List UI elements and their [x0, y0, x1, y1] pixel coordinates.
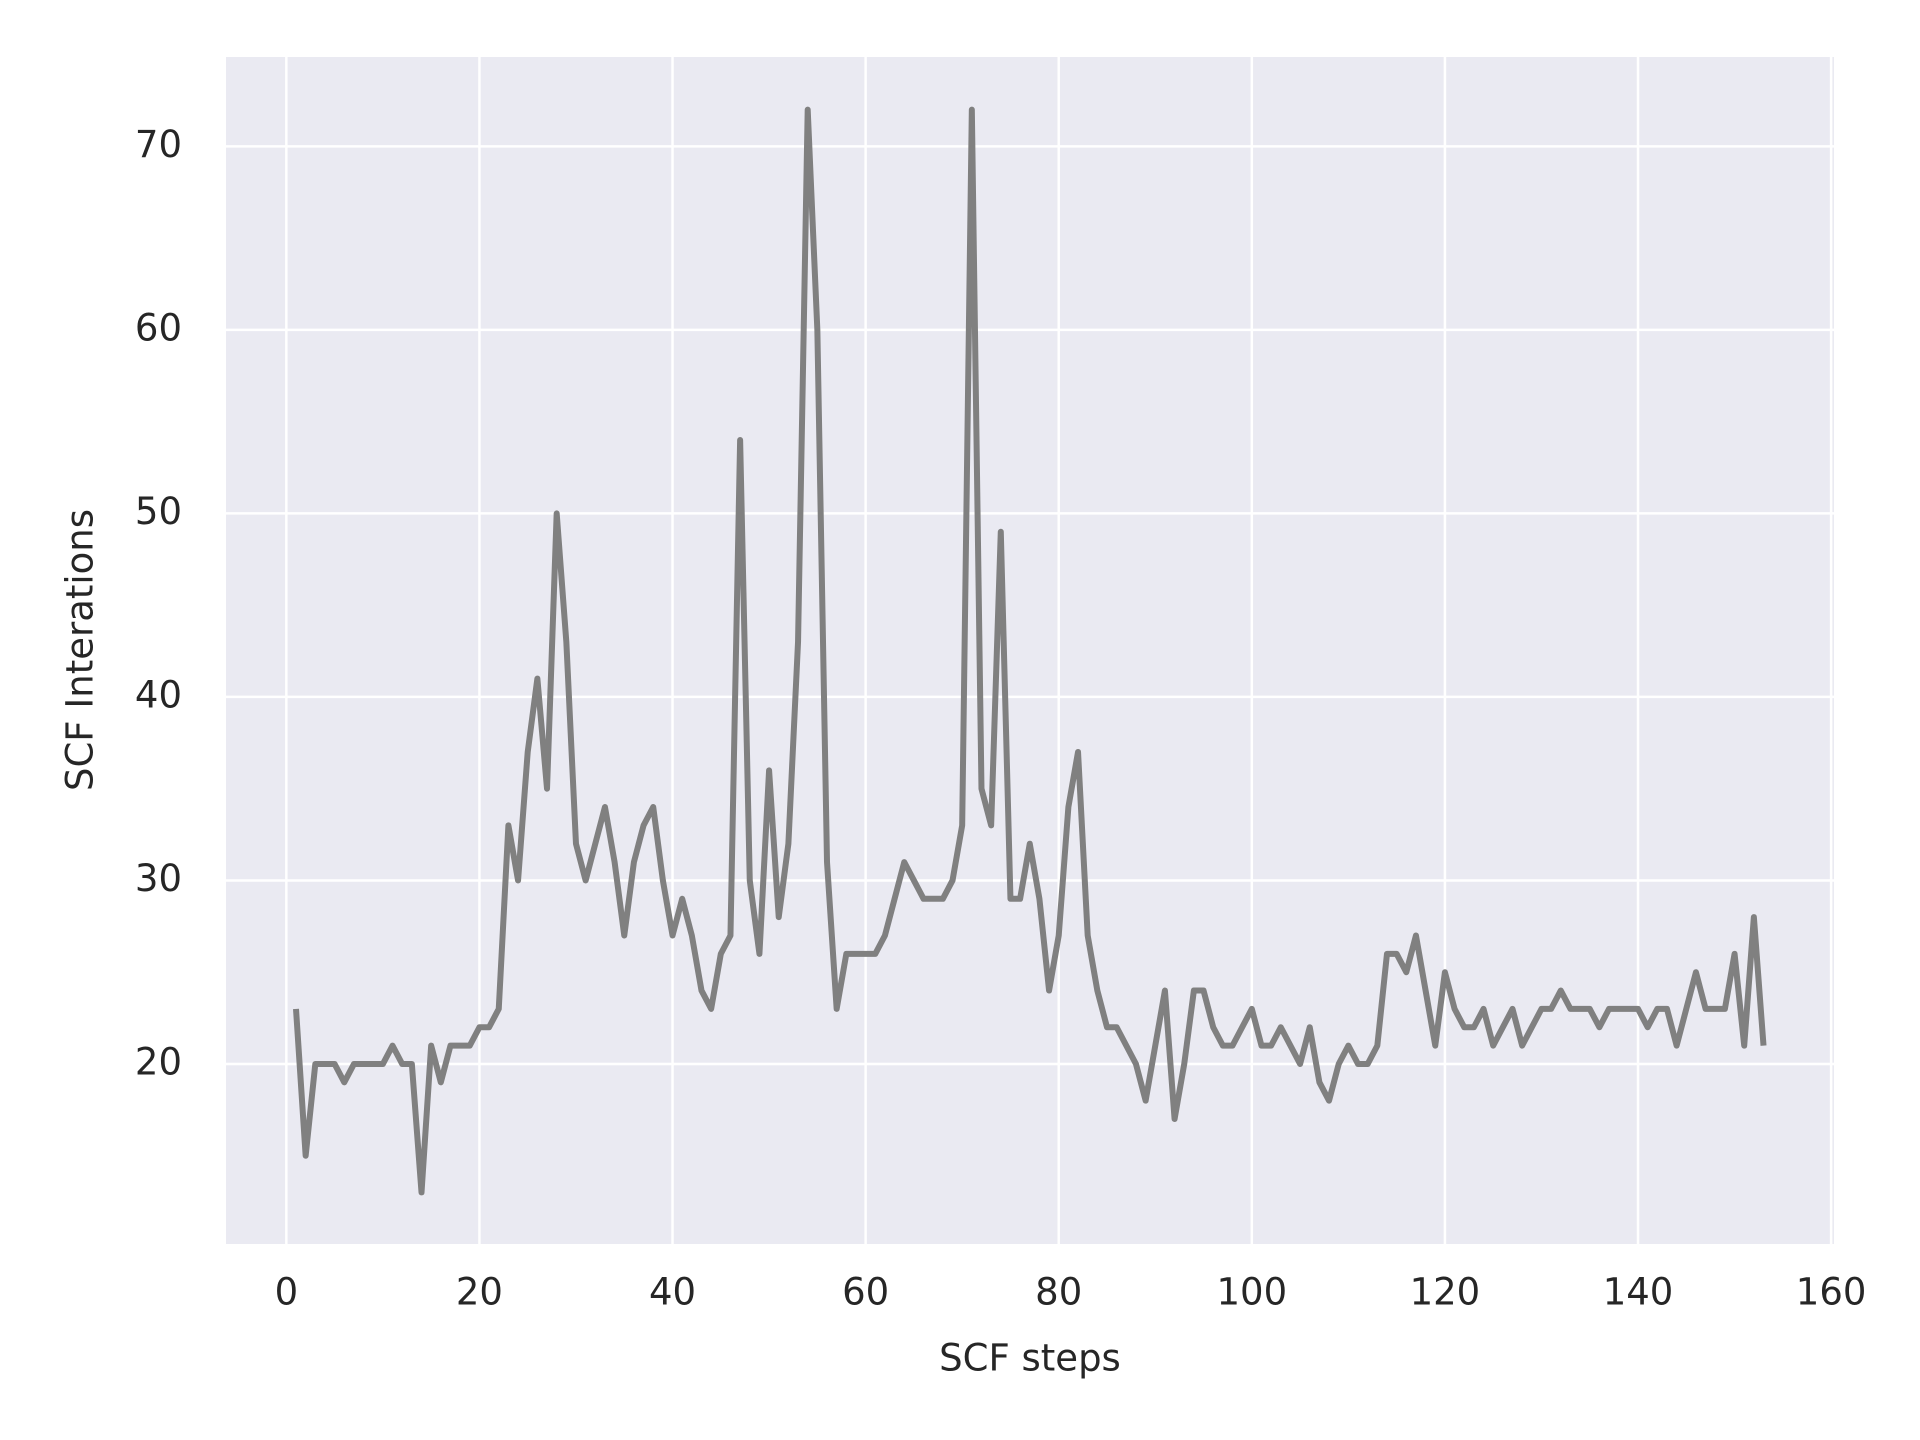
y-tick-label: 50 [135, 490, 182, 533]
x-tick-label: 20 [456, 1271, 503, 1314]
y-tick-label: 70 [135, 123, 182, 166]
x-tick-label: 160 [1796, 1271, 1867, 1314]
x-tick-label: 100 [1217, 1271, 1288, 1314]
y-tick-label: 20 [135, 1040, 182, 1083]
x-tick-label: 80 [1035, 1271, 1082, 1314]
x-tick-label: 120 [1410, 1271, 1481, 1314]
data-line [293, 106, 1767, 1196]
y-tick-label: 30 [135, 857, 182, 900]
x-tick-label: 140 [1603, 1271, 1674, 1314]
y-tick-label: 40 [135, 673, 182, 716]
plot-area [226, 57, 1834, 1244]
x-axis-label: SCF steps [939, 1337, 1121, 1380]
y-tick-label: 60 [135, 306, 182, 349]
x-tick-label: 0 [275, 1271, 299, 1314]
x-tick-label: 60 [842, 1271, 889, 1314]
y-axis-label: SCF Interations [59, 509, 102, 791]
x-tick-label: 40 [649, 1271, 696, 1314]
